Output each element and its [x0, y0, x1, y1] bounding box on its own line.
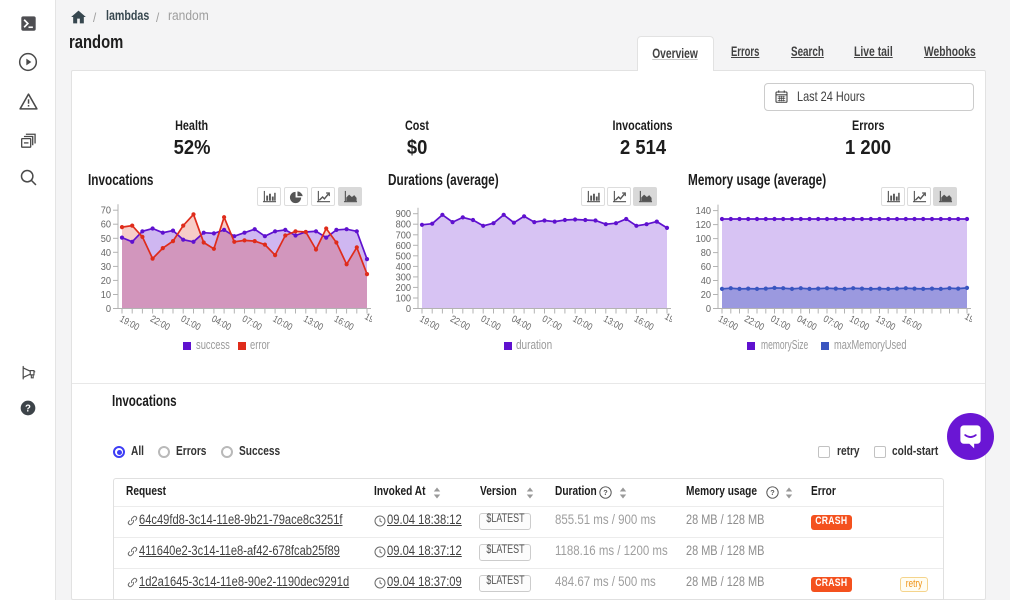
- svg-text:?: ?: [603, 488, 608, 497]
- svg-text:200: 200: [396, 282, 412, 294]
- svg-text:300: 300: [396, 272, 412, 284]
- svg-text:13:00: 13:00: [602, 313, 625, 332]
- svg-text:140: 140: [696, 206, 712, 218]
- svg-text:16:00: 16:00: [332, 313, 355, 332]
- svg-text:400: 400: [396, 261, 412, 273]
- svg-text:70: 70: [101, 205, 112, 217]
- svg-text:0: 0: [406, 304, 412, 316]
- svg-text:22:00: 22:00: [449, 313, 472, 332]
- svg-text:13:00: 13:00: [302, 313, 325, 332]
- svg-text:07:00: 07:00: [822, 313, 845, 332]
- svg-text:30: 30: [101, 261, 112, 273]
- svg-text:19:00: 19:00: [363, 311, 372, 330]
- svg-text:04:00: 04:00: [210, 313, 233, 332]
- svg-text:22:00: 22:00: [743, 313, 766, 332]
- svg-text:10:00: 10:00: [571, 313, 594, 332]
- svg-text:?: ?: [770, 488, 775, 497]
- svg-text:600: 600: [396, 240, 412, 252]
- svg-text:20: 20: [101, 275, 112, 287]
- svg-text:04:00: 04:00: [795, 313, 818, 332]
- svg-text:01:00: 01:00: [479, 313, 502, 332]
- svg-text:700: 700: [396, 230, 412, 242]
- svg-text:800: 800: [396, 219, 412, 231]
- svg-text:50: 50: [101, 233, 112, 245]
- svg-text:19:00: 19:00: [963, 311, 972, 330]
- svg-text:10:00: 10:00: [848, 313, 871, 332]
- svg-text:60: 60: [701, 262, 712, 274]
- svg-text:500: 500: [396, 251, 412, 263]
- svg-text:07:00: 07:00: [540, 313, 563, 332]
- svg-text:16:00: 16:00: [900, 313, 923, 332]
- svg-text:?: ?: [25, 403, 31, 414]
- svg-text:100: 100: [696, 234, 712, 246]
- svg-text:19:00: 19:00: [118, 313, 141, 332]
- svg-text:0: 0: [706, 304, 712, 316]
- svg-text:10: 10: [101, 290, 112, 302]
- svg-text:10:00: 10:00: [271, 313, 294, 332]
- svg-text:01:00: 01:00: [179, 313, 202, 332]
- svg-text:19:00: 19:00: [663, 311, 672, 330]
- svg-text:100: 100: [396, 293, 412, 305]
- svg-text:13:00: 13:00: [874, 313, 897, 332]
- svg-text:01:00: 01:00: [769, 313, 792, 332]
- svg-text:22:00: 22:00: [149, 313, 172, 332]
- svg-text:80: 80: [701, 248, 712, 260]
- svg-text:16:00: 16:00: [632, 313, 655, 332]
- svg-text:40: 40: [101, 247, 112, 259]
- svg-text:20: 20: [701, 290, 712, 302]
- svg-text:19:00: 19:00: [717, 313, 740, 332]
- svg-text:40: 40: [701, 276, 712, 288]
- svg-text:120: 120: [696, 220, 712, 232]
- svg-text:900: 900: [396, 209, 412, 221]
- svg-text:60: 60: [101, 219, 112, 231]
- svg-text:0: 0: [106, 304, 112, 316]
- svg-text:19:00: 19:00: [418, 313, 441, 332]
- svg-text:04:00: 04:00: [510, 313, 533, 332]
- svg-text:07:00: 07:00: [240, 313, 263, 332]
